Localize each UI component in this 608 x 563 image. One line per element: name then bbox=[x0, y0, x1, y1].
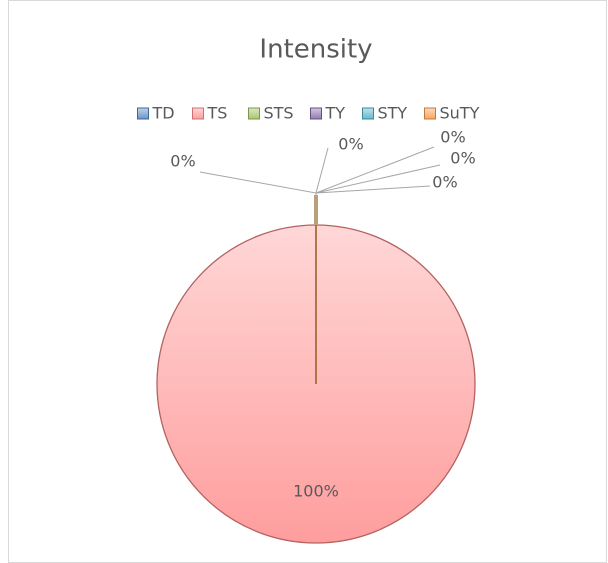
data-label: 0% bbox=[432, 173, 457, 192]
legend-label: TY bbox=[325, 104, 346, 123]
data-label: 0% bbox=[450, 149, 475, 168]
legend-swatch bbox=[310, 107, 322, 120]
legend-label: STS bbox=[264, 104, 294, 123]
data-label: 100% bbox=[293, 482, 339, 501]
legend-label: STY bbox=[378, 104, 408, 123]
legend-label: TS bbox=[207, 104, 228, 123]
legend-swatch bbox=[137, 107, 149, 120]
data-label: 0% bbox=[440, 128, 465, 147]
legend-swatch bbox=[192, 107, 204, 120]
data-label: 0% bbox=[338, 135, 363, 154]
legend-label: SuTY bbox=[440, 104, 480, 123]
slice-sliver bbox=[314, 195, 318, 225]
legend-swatch bbox=[362, 107, 374, 120]
legend-swatch bbox=[248, 107, 260, 120]
data-label: 0% bbox=[170, 152, 195, 171]
legend-label: TD bbox=[152, 104, 175, 123]
chart-title: Intensity bbox=[259, 35, 372, 65]
legend-swatch bbox=[424, 107, 436, 120]
